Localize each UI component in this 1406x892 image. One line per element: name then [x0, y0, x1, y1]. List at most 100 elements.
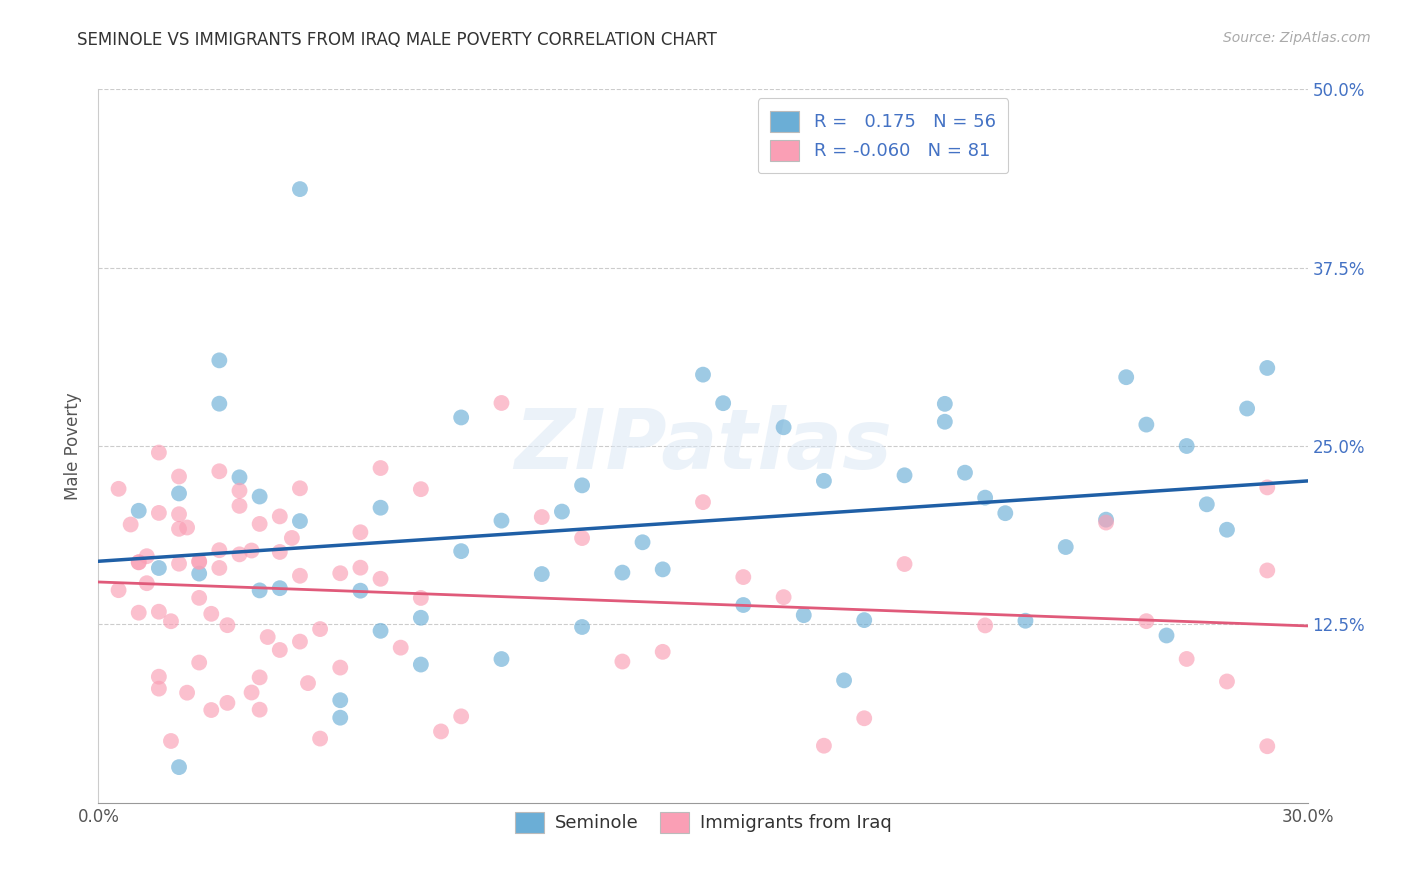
Point — [349, 560, 371, 574]
Point — [491, 514, 513, 528]
Point — [167, 760, 190, 774]
Point — [309, 622, 332, 636]
Point — [167, 557, 190, 571]
Point — [249, 516, 271, 531]
Point — [135, 576, 157, 591]
Point — [430, 724, 453, 739]
Point — [1256, 361, 1278, 376]
Point — [1156, 628, 1178, 642]
Point — [974, 618, 997, 632]
Point — [269, 581, 291, 595]
Point — [128, 555, 150, 569]
Point — [249, 490, 271, 504]
Point — [1095, 516, 1118, 530]
Point — [188, 554, 211, 568]
Point — [249, 703, 271, 717]
Point — [409, 591, 432, 605]
Point — [240, 543, 263, 558]
Point — [228, 470, 250, 484]
Point — [491, 652, 513, 666]
Point — [893, 557, 915, 571]
Point — [269, 545, 291, 559]
Text: Source: ZipAtlas.com: Source: ZipAtlas.com — [1223, 31, 1371, 45]
Point — [329, 711, 352, 725]
Point — [571, 478, 593, 492]
Point — [281, 531, 304, 545]
Point — [1216, 523, 1239, 537]
Point — [571, 620, 593, 634]
Point — [1095, 513, 1118, 527]
Point — [208, 353, 231, 368]
Point — [651, 562, 673, 576]
Point — [893, 468, 915, 483]
Point — [148, 445, 170, 459]
Point — [1175, 439, 1198, 453]
Point — [228, 547, 250, 561]
Point — [370, 500, 392, 515]
Point — [160, 614, 183, 628]
Point — [188, 566, 211, 581]
Point — [1256, 564, 1278, 578]
Point — [1175, 652, 1198, 666]
Point — [297, 676, 319, 690]
Point — [853, 711, 876, 725]
Point — [188, 591, 211, 605]
Point — [249, 583, 271, 598]
Point — [994, 506, 1017, 520]
Point — [370, 572, 392, 586]
Point — [612, 655, 634, 669]
Point — [370, 624, 392, 638]
Point — [128, 504, 150, 518]
Point — [409, 657, 432, 672]
Point — [409, 611, 432, 625]
Point — [240, 685, 263, 699]
Point — [1256, 480, 1278, 494]
Point — [813, 474, 835, 488]
Y-axis label: Male Poverty: Male Poverty — [65, 392, 83, 500]
Point — [389, 640, 412, 655]
Point — [148, 670, 170, 684]
Point — [120, 517, 142, 532]
Point — [692, 495, 714, 509]
Point — [148, 506, 170, 520]
Point — [329, 660, 352, 674]
Point — [148, 605, 170, 619]
Point — [733, 598, 755, 612]
Point — [107, 583, 129, 598]
Point — [450, 544, 472, 558]
Point — [711, 396, 734, 410]
Point — [128, 555, 150, 569]
Point — [934, 415, 956, 429]
Point — [288, 634, 311, 648]
Point — [349, 583, 371, 598]
Point — [853, 613, 876, 627]
Point — [793, 608, 815, 623]
Point — [208, 543, 231, 558]
Point — [208, 464, 231, 478]
Point — [135, 549, 157, 564]
Point — [692, 368, 714, 382]
Point — [200, 703, 222, 717]
Point — [733, 570, 755, 584]
Point — [329, 566, 352, 581]
Point — [530, 510, 553, 524]
Point — [370, 461, 392, 475]
Point — [288, 568, 311, 582]
Point — [772, 420, 794, 434]
Point — [571, 531, 593, 545]
Point — [288, 481, 311, 495]
Point — [217, 696, 239, 710]
Point — [107, 482, 129, 496]
Point — [651, 645, 673, 659]
Point — [491, 396, 513, 410]
Point — [208, 561, 231, 575]
Point — [309, 731, 332, 746]
Point — [551, 505, 574, 519]
Point — [160, 734, 183, 748]
Point — [450, 410, 472, 425]
Point — [228, 499, 250, 513]
Legend: Seminole, Immigrants from Iraq: Seminole, Immigrants from Iraq — [503, 801, 903, 844]
Point — [772, 590, 794, 604]
Point — [217, 618, 239, 632]
Point — [409, 482, 432, 496]
